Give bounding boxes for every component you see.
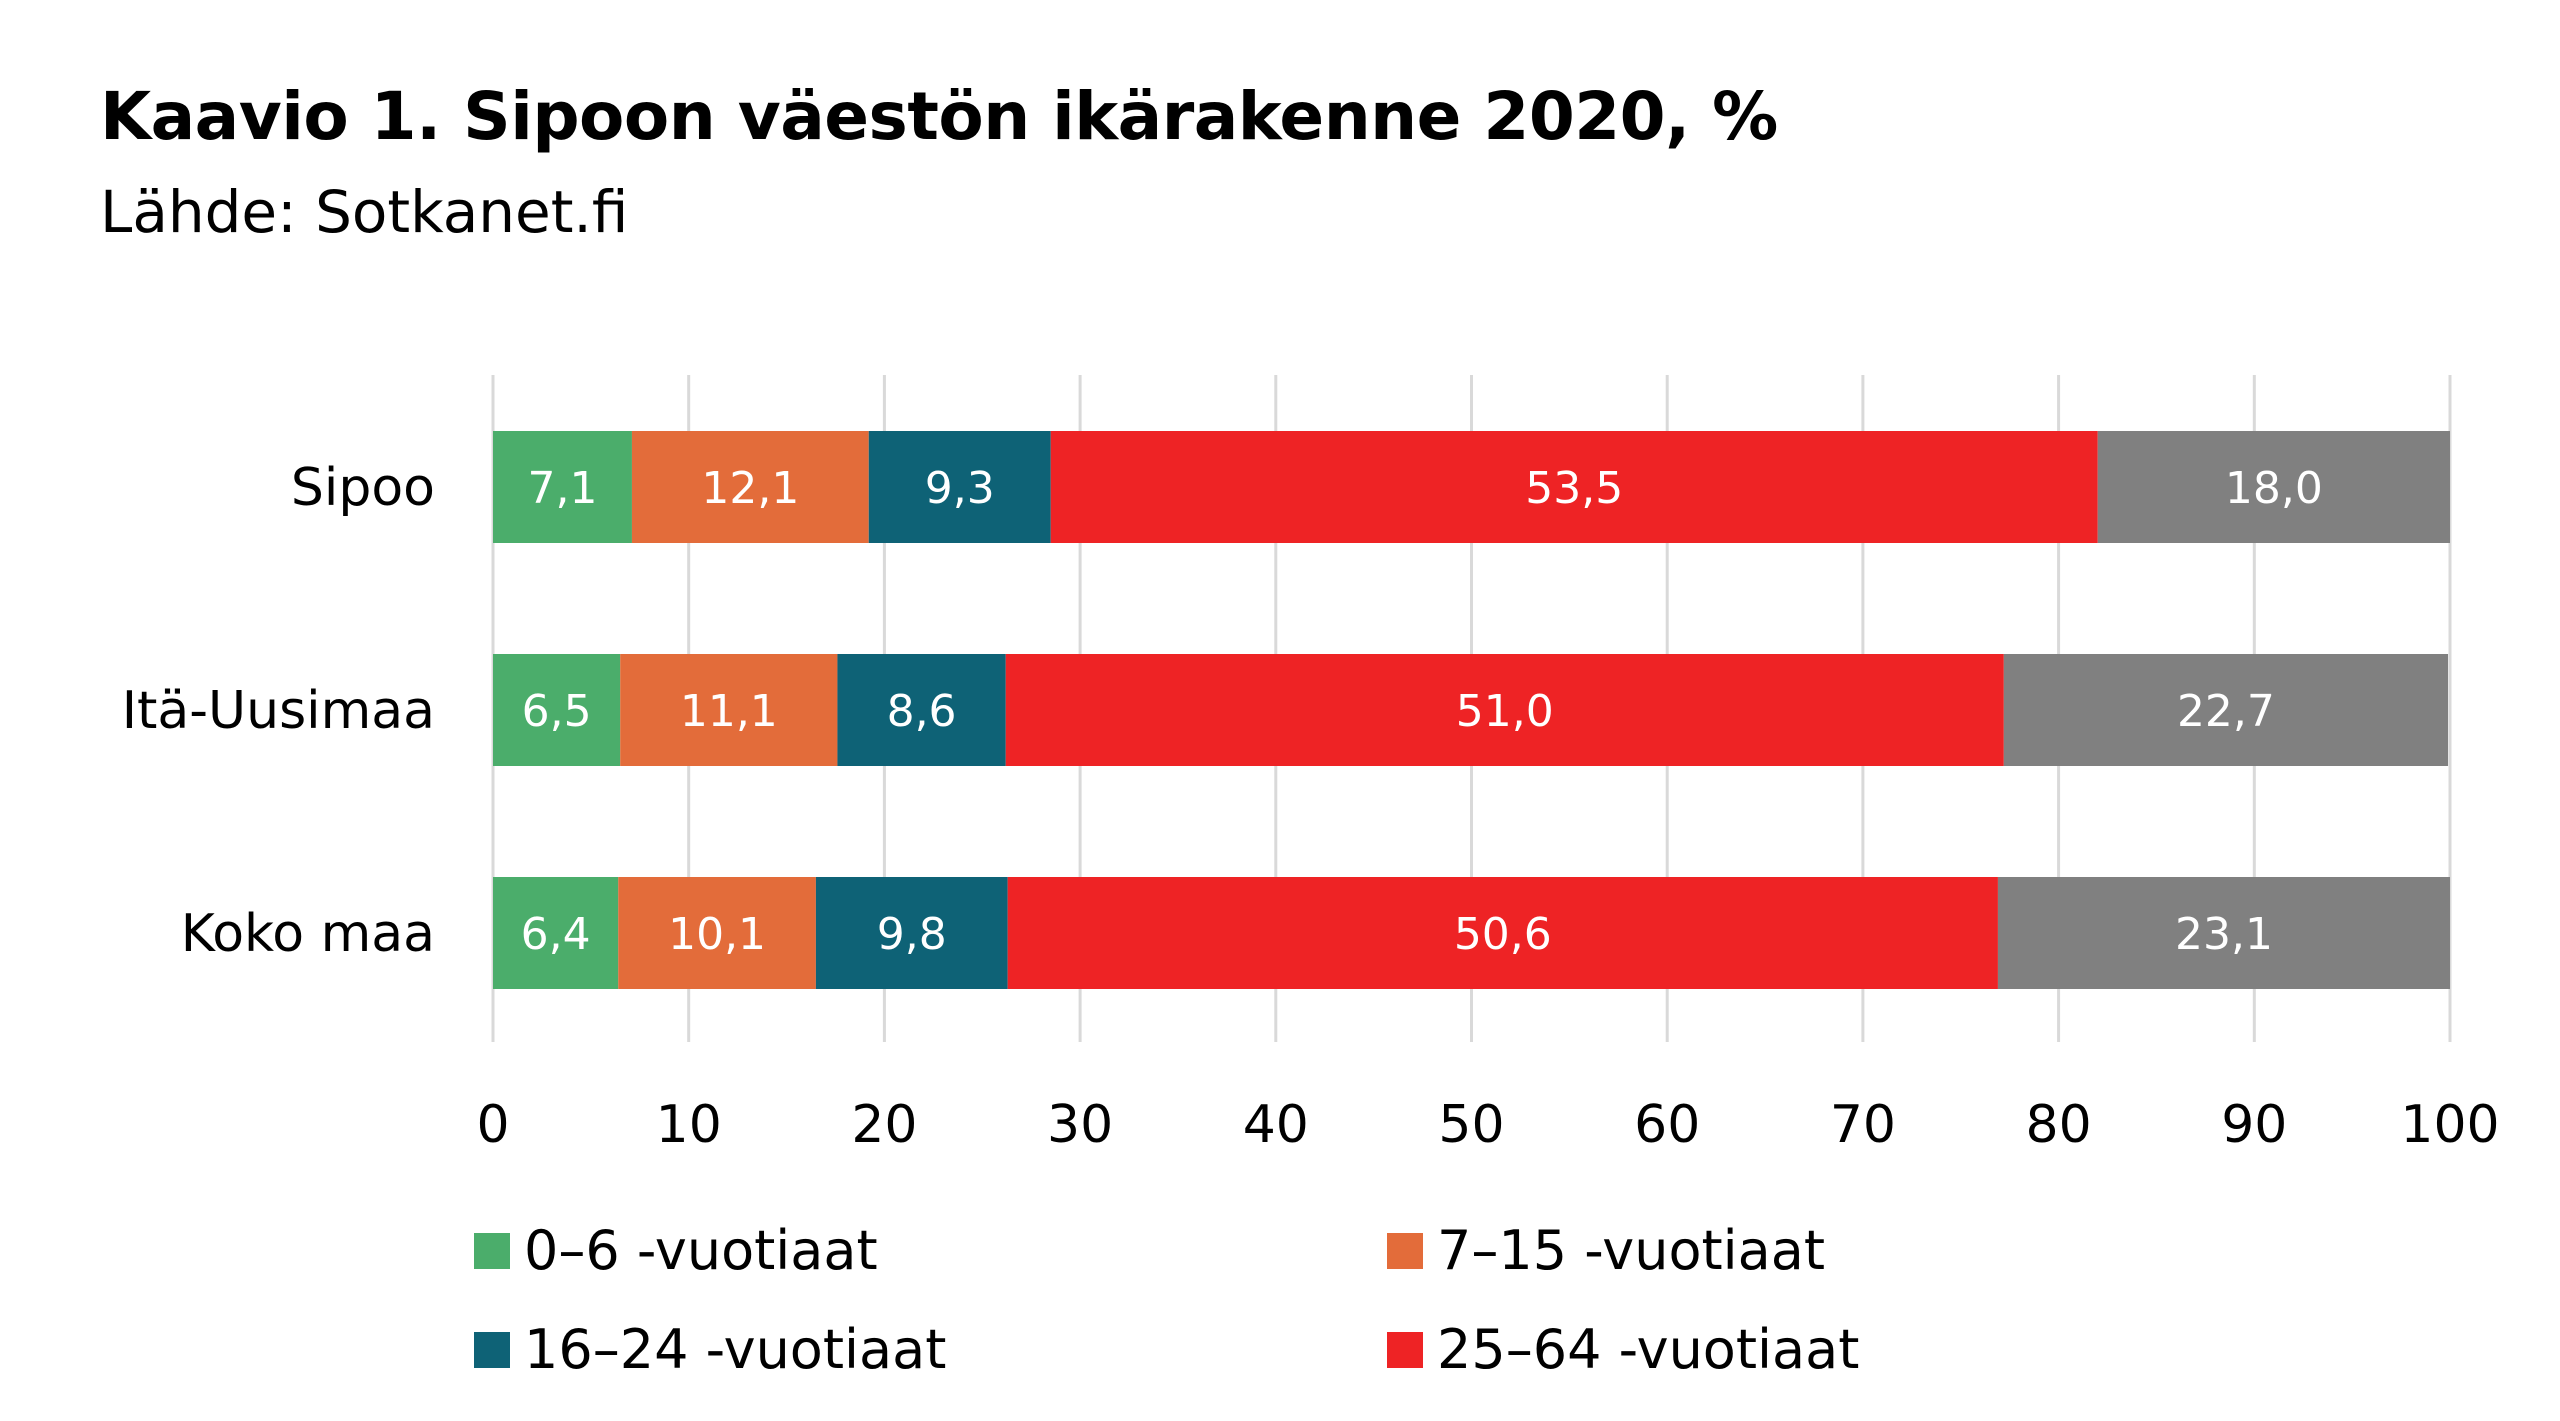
x-tick-label: 30 xyxy=(1047,1095,1113,1155)
x-axis-ticks: 0 10 20 30 40 50 60 70 80 90 100 xyxy=(476,1095,2499,1155)
bar-segment xyxy=(620,654,838,766)
data-label: 11,1 xyxy=(680,686,778,737)
data-label: 9,8 xyxy=(877,909,947,960)
x-tick-label: 60 xyxy=(1634,1095,1700,1155)
legend-label: 16–24 -vuotiaat xyxy=(524,1318,946,1381)
data-label: 8,6 xyxy=(887,686,957,737)
x-tick-label: 100 xyxy=(2400,1095,2499,1155)
x-tick-label: 80 xyxy=(2026,1095,2092,1155)
bar-segment xyxy=(1997,877,2450,989)
x-tick-label: 70 xyxy=(1830,1095,1896,1155)
x-tick-label: 90 xyxy=(2221,1095,2287,1155)
category-labels: Sipoo Itä-Uusimaa Koko maa xyxy=(122,458,435,964)
legend-swatch xyxy=(1387,1233,1423,1269)
category-label: Koko maa xyxy=(181,904,435,964)
data-label: 51,0 xyxy=(1456,686,1554,737)
legend-swatch xyxy=(474,1233,510,1269)
bar-segment xyxy=(493,654,621,766)
bar-segment xyxy=(631,431,869,543)
data-label: 50,6 xyxy=(1454,909,1552,960)
bar-segment xyxy=(815,877,1008,989)
data-label: 10,1 xyxy=(668,909,766,960)
data-label: 7,1 xyxy=(527,463,597,514)
x-tick-label: 50 xyxy=(1438,1095,1504,1155)
chart-title: Kaavio 1. Sipoon väestön ikärakenne 2020… xyxy=(100,78,1778,155)
legend-swatch xyxy=(474,1332,510,1368)
data-label: 22,7 xyxy=(2177,686,2275,737)
bar-segment xyxy=(1050,431,2098,543)
x-tick-label: 40 xyxy=(1243,1095,1309,1155)
data-label: 6,5 xyxy=(522,686,592,737)
legend-swatch xyxy=(1387,1332,1423,1368)
data-label: 6,4 xyxy=(521,909,591,960)
category-label: Sipoo xyxy=(291,458,435,518)
bars: 7,1 12,1 9,3 53,5 18,0 6,5 11,1 8,6 51,0 22,7 6,4 1… xyxy=(493,431,2450,989)
legend-label: 25–64 -vuotiaat xyxy=(1437,1318,1859,1381)
bar-segment xyxy=(837,654,1006,766)
x-tick-label: 0 xyxy=(476,1095,509,1155)
bar-segment xyxy=(618,877,816,989)
bar-segment xyxy=(868,431,1051,543)
bar-segment xyxy=(2097,431,2450,543)
data-label: 23,1 xyxy=(2175,909,2273,960)
legend-label: 0–6 -vuotiaat xyxy=(524,1219,878,1282)
data-label: 18,0 xyxy=(2225,463,2323,514)
x-tick-label: 10 xyxy=(656,1095,722,1155)
data-label: 12,1 xyxy=(701,463,799,514)
x-tick-label: 20 xyxy=(851,1095,917,1155)
data-label: 9,3 xyxy=(925,463,995,514)
chart-subtitle: Lähde: Sotkanet.fi xyxy=(100,178,629,246)
bar-segment xyxy=(493,877,619,989)
category-label: Itä-Uusimaa xyxy=(122,681,435,741)
bar-segment xyxy=(493,431,632,543)
data-label: 53,5 xyxy=(1525,463,1623,514)
legend: 0–6 -vuotiaat 7–15 -vuotiaat 16–24 -vuotia… xyxy=(474,1219,1859,1381)
bar-segment xyxy=(2003,654,2449,766)
bar-segment xyxy=(1007,877,1998,989)
legend-label: 7–15 -vuotiaat xyxy=(1437,1219,1825,1282)
bar-segment xyxy=(1005,654,2004,766)
